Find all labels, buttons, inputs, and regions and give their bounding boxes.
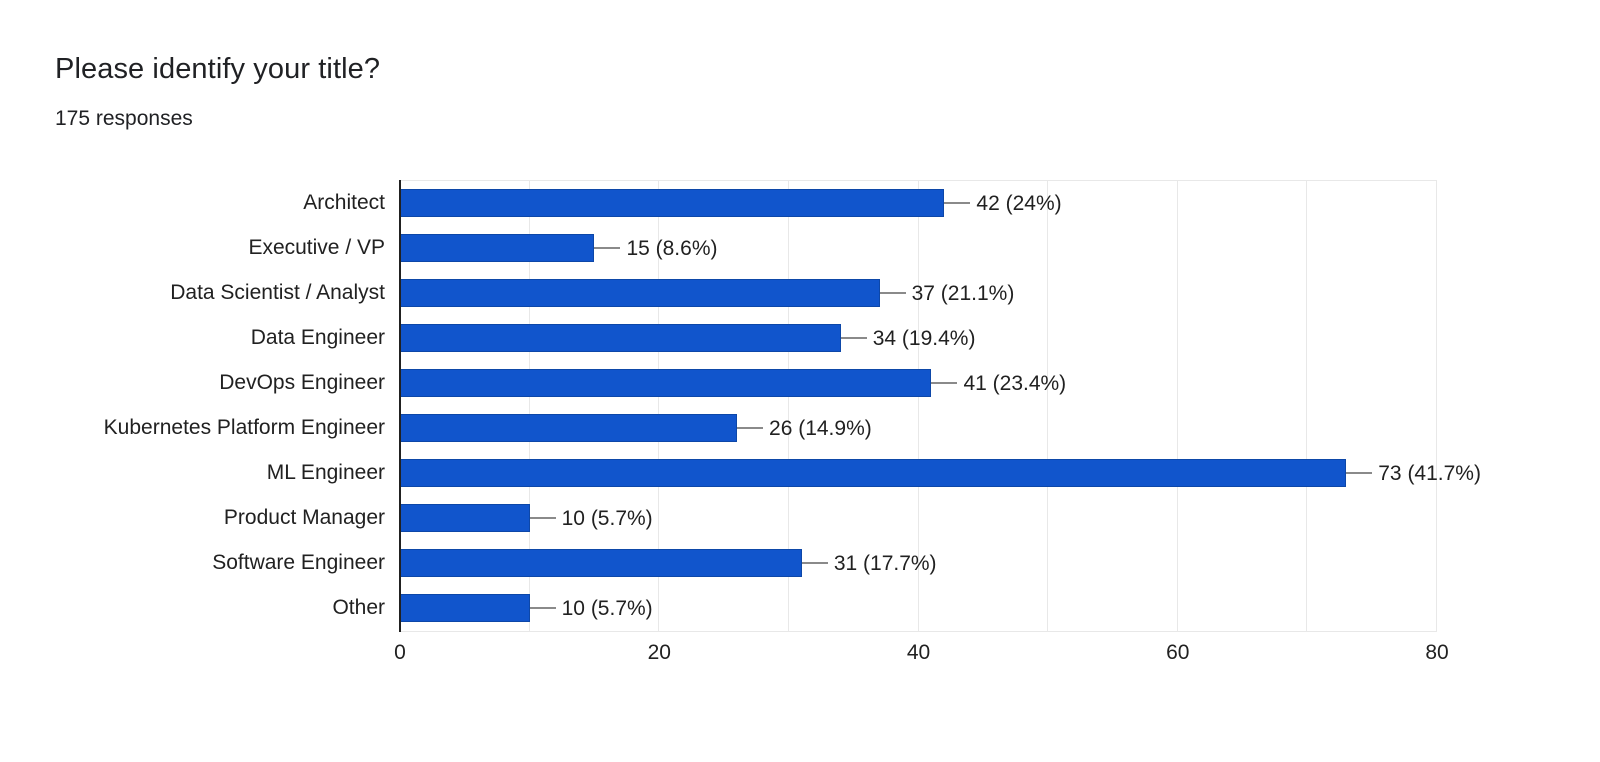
leader-line <box>840 337 867 339</box>
leader-line <box>931 382 958 384</box>
bar-row: 10 (5.7%) <box>400 496 1437 541</box>
bar <box>400 369 932 397</box>
question-title: Please identify your title? <box>55 53 381 85</box>
category-label: ML Engineer <box>266 460 385 484</box>
value-label: 37 (21.1%) <box>911 282 1015 305</box>
value-label: 73 (41.7%) <box>1378 462 1481 485</box>
category-labels: Architect Executive / VP Data Scientist / … <box>0 180 385 630</box>
category-label: DevOps Engineer <box>219 370 385 394</box>
x-tick-label: 80 <box>1425 641 1449 664</box>
leader-line <box>529 517 556 519</box>
category-label: Software Engineer <box>212 550 385 574</box>
bar-row: 37 (21.1%) <box>400 271 1437 316</box>
bar <box>400 504 530 532</box>
category-label: Other <box>332 595 385 619</box>
bar <box>400 594 530 622</box>
x-tick-label: 20 <box>647 641 671 664</box>
category-label: Data Scientist / Analyst <box>170 280 385 304</box>
value-label: 42 (24%) <box>976 192 1062 215</box>
leader-line <box>801 562 828 564</box>
gridline <box>1047 181 1049 631</box>
leader-line <box>879 292 906 294</box>
bar <box>400 279 880 307</box>
x-tick-label: 60 <box>1166 641 1190 664</box>
leader-line <box>529 607 556 609</box>
gridline <box>1176 181 1178 631</box>
bar <box>400 234 595 262</box>
x-tick-label: 0 <box>394 641 406 664</box>
leader-line <box>944 202 971 204</box>
value-label: 41 (23.4%) <box>963 372 1067 395</box>
category-label: Product Manager <box>223 505 385 529</box>
y-axis-line <box>399 180 401 632</box>
category-label: Architect <box>303 190 385 214</box>
bar <box>400 324 841 352</box>
x-tick-label: 40 <box>906 641 931 664</box>
category-label: Data Engineer <box>250 325 385 349</box>
gridline <box>528 181 530 631</box>
leader-line <box>737 427 764 429</box>
bar-row: 15 (8.6%) <box>400 226 1437 271</box>
leader-line <box>1346 472 1373 474</box>
gridline <box>658 181 660 631</box>
bar <box>400 414 738 442</box>
x-axis: 0 20 40 60 80 <box>394 641 1449 669</box>
bar-row: 41 (23.4%) <box>400 361 1437 406</box>
leader-line <box>594 247 621 249</box>
bar-row: 73 (41.7%) <box>400 451 1481 496</box>
bar-row: 42 (24%) <box>400 181 1437 226</box>
category-label: Kubernetes Platform Engineer <box>103 415 385 439</box>
value-label: 10 (5.7%) <box>561 507 653 530</box>
value-label: 31 (17.7%) <box>833 552 937 575</box>
gridline <box>787 181 789 631</box>
value-label: 26 (14.9%) <box>769 417 872 440</box>
bar <box>400 459 1347 487</box>
bar-row: 26 (14.9%) <box>400 406 1437 451</box>
bar <box>400 189 945 217</box>
value-label: 15 (8.6%) <box>626 237 718 260</box>
gridline <box>1436 181 1437 631</box>
bar-row: 31 (17.7%) <box>400 541 1437 586</box>
bar <box>400 549 802 577</box>
gridline <box>917 181 919 631</box>
bar-row: 10 (5.7%) <box>400 586 1437 631</box>
value-label: 34 (19.4%) <box>872 327 976 350</box>
value-label: 10 (5.7%) <box>561 597 653 620</box>
gridline <box>1306 181 1308 631</box>
bar-row: 34 (19.4%) <box>400 316 1437 361</box>
category-label: Executive / VP <box>248 235 385 259</box>
plot-area: 42 (24%) 15 (8.6%) 37 (21.1%) 34 (19.4%) 41 … <box>400 180 1481 632</box>
response-count: 175 responses <box>55 107 193 130</box>
